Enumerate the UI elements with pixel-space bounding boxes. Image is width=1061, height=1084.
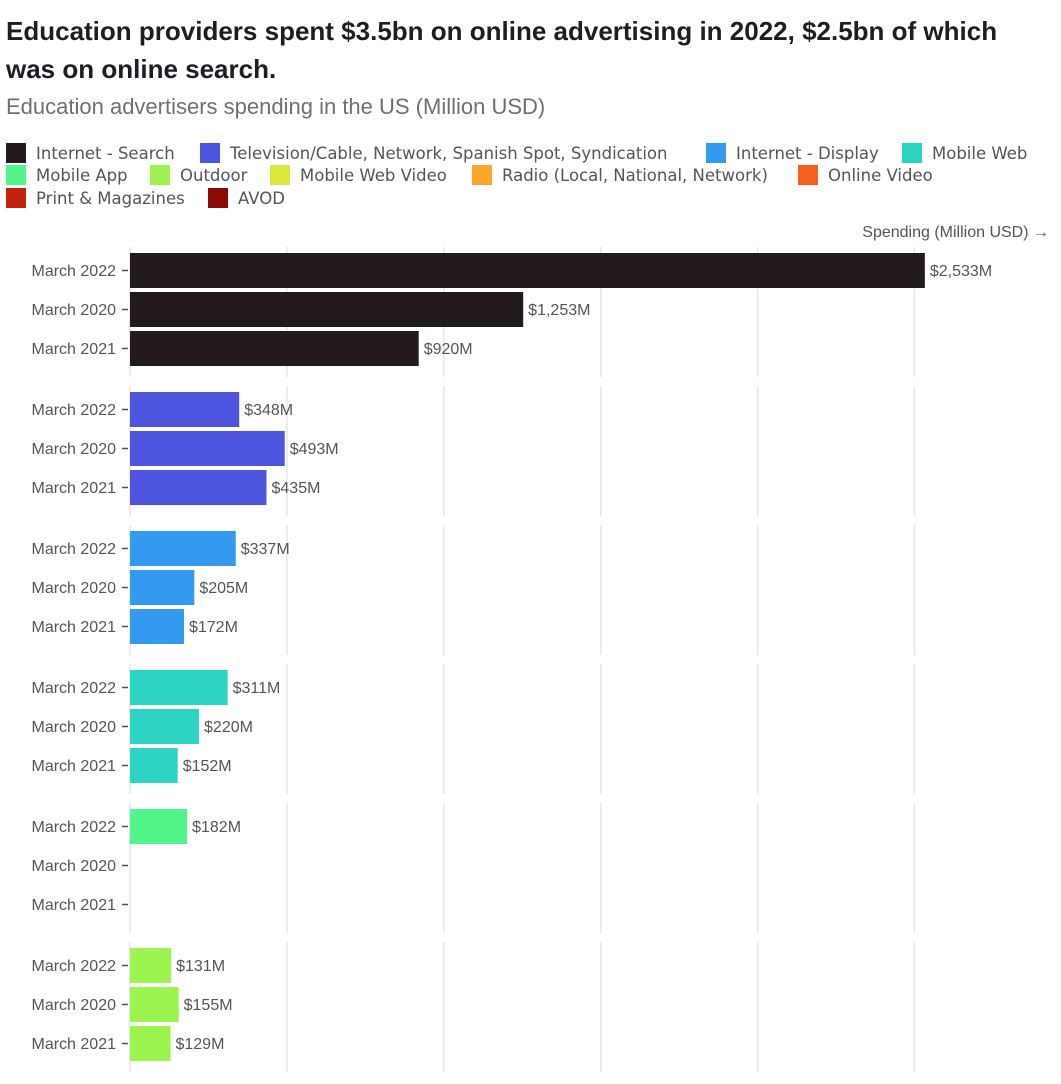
bar bbox=[130, 709, 200, 744]
legend-label: Online Video bbox=[828, 165, 933, 185]
chart-subtitle: Education advertisers spending in the US… bbox=[6, 94, 546, 119]
y-tick-label: March 2022 bbox=[32, 263, 117, 280]
legend-label: Mobile Web bbox=[932, 143, 1028, 163]
legend-item[interactable]: Online Video bbox=[798, 165, 933, 185]
y-tick-label: March 2020 bbox=[32, 719, 117, 736]
bar-value-label: $435M bbox=[272, 480, 321, 497]
bar bbox=[130, 470, 267, 505]
y-tick-label: March 2021 bbox=[32, 480, 117, 497]
legend-label: Internet - Search bbox=[36, 143, 175, 163]
legend-label: Radio (Local, National, Network) bbox=[502, 165, 768, 185]
bar bbox=[130, 809, 188, 844]
legend-label: AVOD bbox=[238, 188, 285, 208]
legend-item[interactable]: Mobile App bbox=[6, 165, 128, 185]
bar-value-label: $172M bbox=[189, 619, 238, 636]
y-tick-label: March 2020 bbox=[32, 858, 117, 875]
legend-item[interactable]: Mobile Web Video bbox=[270, 165, 447, 185]
legend-swatch bbox=[200, 143, 220, 163]
y-tick-label: March 2020 bbox=[32, 997, 117, 1014]
legend-swatch bbox=[270, 165, 290, 185]
x-axis-title: Spending (Million USD) → bbox=[862, 224, 1049, 241]
legend-item[interactable]: Internet - Search bbox=[6, 143, 175, 163]
legend-label: Mobile App bbox=[36, 165, 128, 185]
bar-value-label: $182M bbox=[192, 819, 241, 836]
y-tick-label: March 2020 bbox=[32, 302, 117, 319]
legend-item[interactable]: Radio (Local, National, Network) bbox=[472, 165, 768, 185]
legend-item[interactable]: Mobile Web bbox=[902, 143, 1027, 163]
bar-value-label: $220M bbox=[204, 719, 253, 736]
legend-item[interactable]: Print & Magazines bbox=[6, 188, 185, 208]
y-tick-label: March 2020 bbox=[32, 580, 117, 597]
y-tick-label: March 2021 bbox=[32, 341, 117, 358]
legend-swatch bbox=[706, 143, 726, 163]
legend-swatch bbox=[6, 165, 26, 185]
bar-value-label: $2,533M bbox=[930, 263, 992, 280]
y-tick-label: March 2021 bbox=[32, 897, 117, 914]
y-tick-label: March 2022 bbox=[32, 819, 117, 836]
bar bbox=[130, 748, 178, 783]
y-tick-label: March 2021 bbox=[32, 1036, 117, 1053]
bar-value-label: $1,253M bbox=[528, 302, 590, 319]
y-tick-label: March 2021 bbox=[32, 619, 117, 636]
bar-value-label: $152M bbox=[183, 758, 232, 775]
bar bbox=[130, 331, 419, 366]
y-tick-label: March 2022 bbox=[32, 958, 117, 975]
bar-value-label: $205M bbox=[199, 580, 248, 597]
legend-item[interactable]: Television/Cable, Network, Spanish Spot,… bbox=[200, 143, 667, 163]
bar bbox=[130, 670, 228, 705]
y-tick-label: March 2022 bbox=[32, 680, 117, 697]
legend-swatch bbox=[798, 165, 818, 185]
legend-swatch bbox=[902, 143, 922, 163]
y-tick-label: March 2022 bbox=[32, 402, 117, 419]
legend-swatch bbox=[6, 143, 26, 163]
bar-value-label: $493M bbox=[290, 441, 339, 458]
y-tick-label: March 2022 bbox=[32, 541, 117, 558]
y-tick-label: March 2020 bbox=[32, 441, 117, 458]
bar bbox=[130, 292, 524, 327]
bar-value-label: $337M bbox=[241, 541, 290, 558]
bar-value-label: $155M bbox=[184, 997, 233, 1014]
bar-value-label: $348M bbox=[244, 402, 293, 419]
legend-item[interactable]: AVOD bbox=[208, 188, 285, 208]
legend-swatch bbox=[208, 188, 228, 208]
legend-swatch bbox=[472, 165, 492, 185]
bar bbox=[130, 253, 925, 288]
y-tick-label: March 2021 bbox=[32, 758, 117, 775]
legend-swatch bbox=[6, 188, 26, 208]
bar-value-label: $129M bbox=[175, 1036, 224, 1053]
bar-value-label: $311M bbox=[233, 680, 281, 697]
legend-label: Outdoor bbox=[180, 165, 248, 185]
legend-swatch bbox=[150, 165, 170, 185]
legend-label: Mobile Web Video bbox=[300, 165, 447, 185]
legend-label: Television/Cable, Network, Spanish Spot,… bbox=[230, 143, 668, 163]
bar-value-label: $131M bbox=[176, 958, 225, 975]
bar bbox=[130, 609, 184, 644]
bar bbox=[130, 531, 236, 566]
bar bbox=[130, 431, 285, 466]
bar bbox=[130, 570, 195, 605]
bar bbox=[130, 392, 240, 427]
chart-title: Education providers spent $3.5bn on onli… bbox=[6, 16, 998, 84]
legend-item[interactable]: Internet - Display bbox=[706, 143, 879, 163]
legend-label: Print & Magazines bbox=[36, 188, 185, 208]
bar bbox=[130, 1026, 171, 1061]
bar bbox=[130, 987, 179, 1022]
legend-item[interactable]: Outdoor bbox=[150, 165, 247, 185]
bar bbox=[130, 948, 172, 983]
legend-label: Internet - Display bbox=[736, 143, 879, 163]
bar-value-label: $920M bbox=[424, 341, 473, 358]
